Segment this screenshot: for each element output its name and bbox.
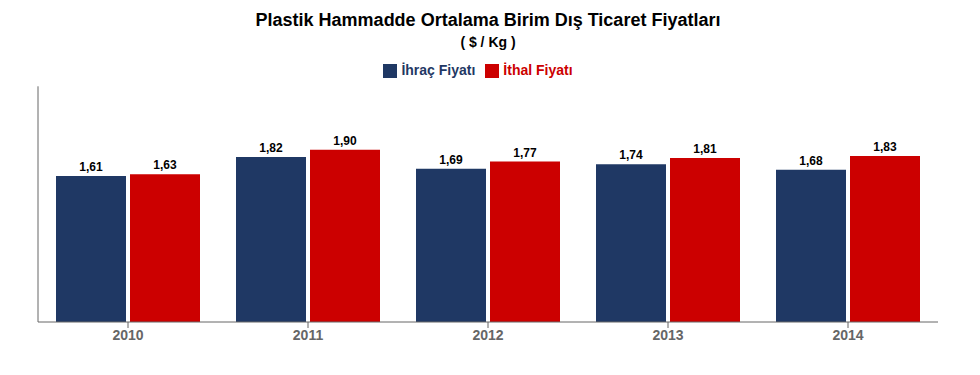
html-text:İhraç Fiyatı: İhraç Fiyatı: [401, 62, 476, 78]
svg-text:1,61: 1,61: [79, 160, 103, 174]
svg-text:2014: 2014: [832, 327, 863, 343]
html-text:( $ / Kg ): ( $ / Kg ): [460, 34, 516, 50]
svg-text:1,82: 1,82: [259, 141, 283, 155]
svg-text:1,68: 1,68: [799, 154, 823, 168]
svg-text:1,63: 1,63: [153, 158, 177, 172]
svg-text:1,69: 1,69: [439, 153, 463, 167]
svg-text:1,77: 1,77: [513, 146, 537, 160]
svg-text:2010: 2010: [112, 327, 143, 343]
svg-text:1,74: 1,74: [619, 148, 643, 162]
html-text:İthal Fiyatı: İthal Fiyatı: [503, 62, 573, 78]
svg-text:2013: 2013: [652, 327, 683, 343]
html-text:Plastik Hammadde Ortalama Biri: Plastik Hammadde Ortalama Birim Dış Tica…: [255, 10, 721, 30]
svg-text:1,81: 1,81: [693, 142, 717, 156]
svg-text:1,83: 1,83: [873, 140, 897, 154]
svg-text:2011: 2011: [293, 327, 324, 343]
svg-text:2012: 2012: [472, 327, 503, 343]
svg-text:1,90: 1,90: [333, 134, 357, 148]
